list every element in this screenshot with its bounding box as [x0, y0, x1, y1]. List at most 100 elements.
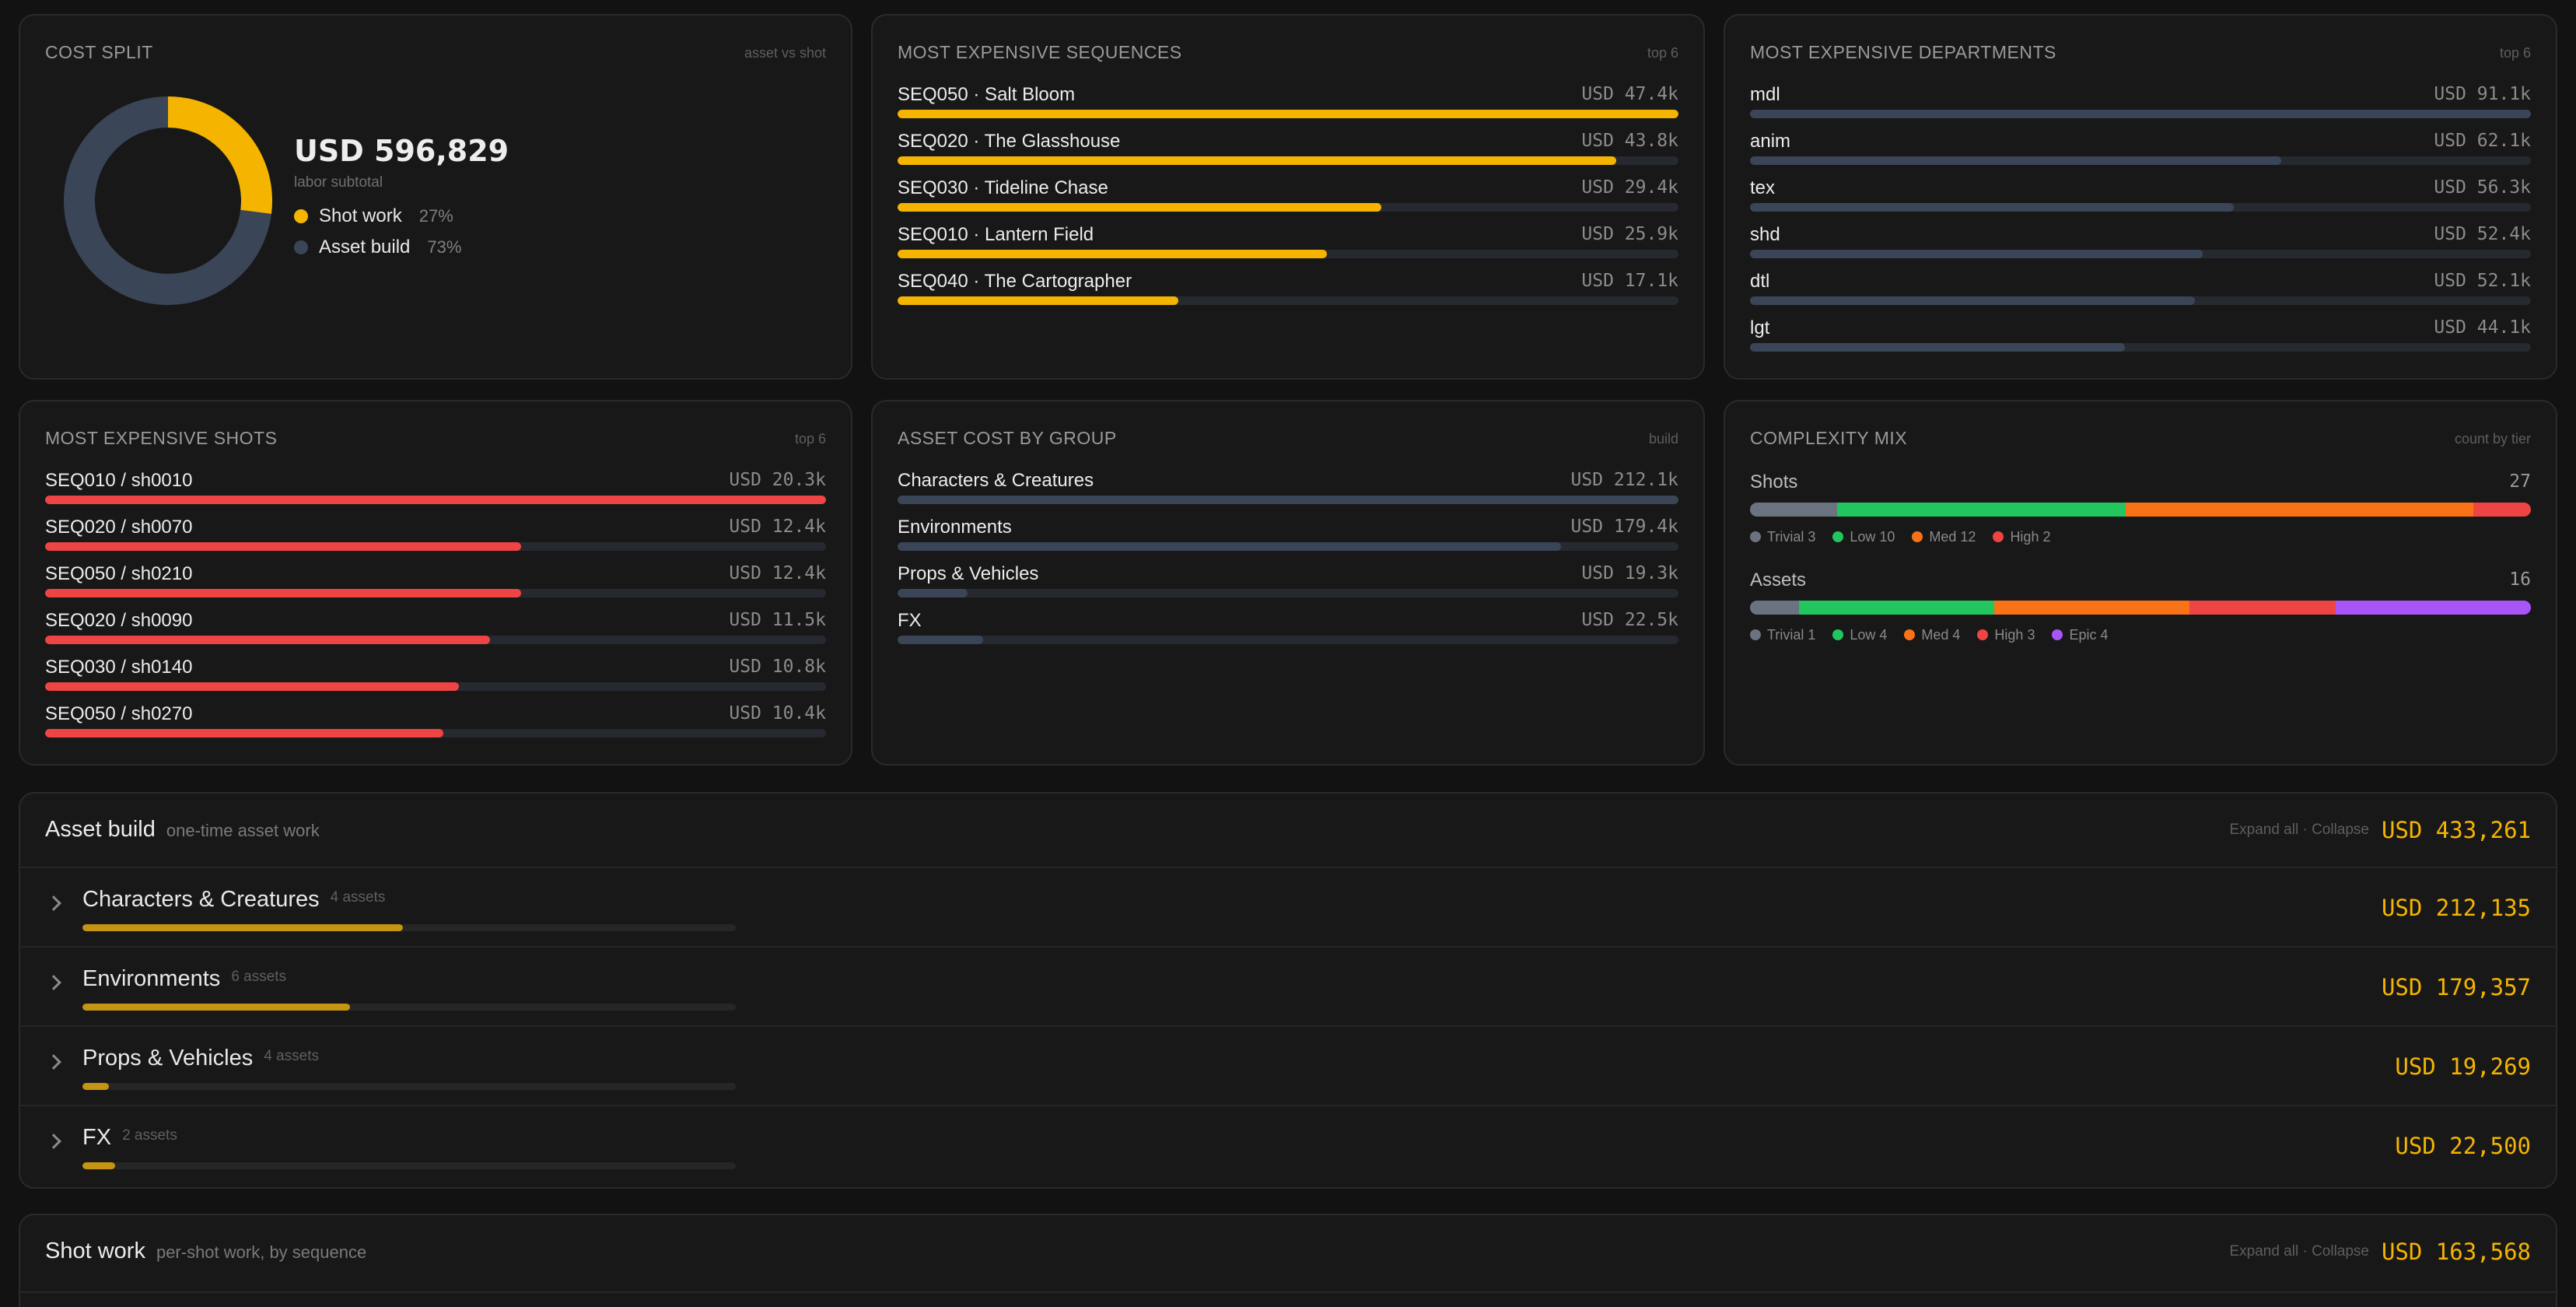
- mix-legend-item: High 3: [1977, 627, 2035, 643]
- card-meta: top 6: [794, 431, 826, 447]
- bar-row: FX USD 22.5k: [898, 610, 1678, 657]
- shots-mix-bar: [1750, 503, 2531, 517]
- row-value: USD 25.9k: [1581, 224, 1678, 244]
- legend-label: Asset build: [319, 237, 411, 258]
- bar-row: SEQ010 · Lantern Field USD 25.9k: [898, 224, 1678, 271]
- group-bar-track: [82, 924, 736, 931]
- chevron-right-icon[interactable]: [46, 1054, 61, 1070]
- bar-row: Environments USD 179.4k: [898, 517, 1678, 563]
- shots-mix-label: Shots: [1750, 471, 1798, 492]
- legend-label: Med 4: [1921, 627, 1961, 643]
- bar-fill: [1750, 250, 2203, 258]
- section-total: USD 433,261: [2381, 817, 2531, 843]
- legend-dot: [1750, 531, 1761, 542]
- row-label: SEQ020 · The Glasshouse: [898, 131, 1121, 152]
- asset-group-row[interactable]: Characters & Creatures 4 assets USD 212,13…: [20, 867, 2556, 946]
- bar-track: [898, 636, 1678, 644]
- legend-shot-work: Shot work 27%: [294, 205, 453, 227]
- legend-label: Trivial 1: [1767, 627, 1816, 643]
- legend-label: Shot work: [319, 205, 402, 226]
- bar-fill: [1750, 156, 2281, 165]
- asset-group-row[interactable]: FX 2 assets USD 22,500: [20, 1105, 2556, 1184]
- card-title: ASSET COST BY GROUP: [898, 428, 1117, 448]
- row-label: SEQ030 · Tideline Chase: [898, 177, 1108, 198]
- mix-segment: [2189, 601, 2336, 615]
- row-label: Environments: [898, 517, 1012, 538]
- bar-row: SEQ030 · Tideline Chase USD 29.4k: [898, 177, 1678, 224]
- bar-fill: [45, 729, 444, 738]
- expand-collapse-links[interactable]: Expand all · Collapse: [2229, 1243, 2369, 1260]
- row-value: USD 12.4k: [729, 517, 826, 537]
- row-value: USD 11.5k: [729, 610, 826, 630]
- group-name-text: FX: [82, 1125, 112, 1150]
- mix-segment: [1750, 601, 1799, 615]
- bar-row: SEQ050 / sh0210 USD 12.4k: [45, 563, 826, 610]
- row-value: USD 179.4k: [1570, 517, 1678, 537]
- bar-fill: [898, 496, 1678, 504]
- chevron-right-icon[interactable]: [46, 1134, 61, 1149]
- legend-label: Epic 4: [2069, 627, 2109, 643]
- row-value: USD 47.4k: [1581, 84, 1678, 104]
- bar-track: [45, 496, 826, 504]
- labor-total-caption: labor subtotal: [294, 174, 383, 191]
- card-meta: asset vs shot: [744, 45, 826, 61]
- group-asset-count: 2 assets: [122, 1127, 177, 1144]
- group-total: USD 179,357: [2381, 974, 2531, 1000]
- assets-mix-bar: [1750, 601, 2531, 615]
- row-label: SEQ050 · Salt Bloom: [898, 84, 1076, 105]
- asset-build-section: Asset build one-time asset work Expand al…: [19, 792, 2557, 1189]
- row-value: USD 20.3k: [729, 470, 826, 490]
- shots-mix-count: 27: [2509, 471, 2531, 492]
- asset-groups-card: ASSET COST BY GROUP build Characters & C…: [871, 400, 1705, 766]
- group-bar-fill: [82, 924, 403, 931]
- group-name-text: Environments: [82, 966, 221, 991]
- legend-dot: [1832, 531, 1844, 542]
- legend-asset-build: Asset build 73%: [294, 237, 461, 258]
- group-name: FX 2 assets: [82, 1125, 177, 1151]
- bar-fill: [45, 636, 491, 644]
- bar-row: SEQ020 · The Glasshouse USD 43.8k: [898, 131, 1678, 177]
- chevron-right-icon[interactable]: [46, 975, 61, 990]
- mix-segment: [1836, 503, 2126, 517]
- chevron-right-icon[interactable]: [46, 895, 61, 911]
- mix-legend-item: Med 4: [1904, 627, 1960, 643]
- mix-legend-item: Low 4: [1832, 627, 1887, 643]
- bar-track: [1750, 110, 2531, 118]
- bar-track: [898, 110, 1678, 118]
- row-value: USD 52.4k: [2434, 224, 2531, 244]
- assets-mix-count: 16: [2509, 569, 2531, 590]
- group-bar-fill: [82, 1083, 109, 1090]
- shots-mix-legend: Trivial 3 Low 10 Med 12 High 2: [1750, 529, 2050, 545]
- legend-dot: [1912, 531, 1923, 542]
- row-value: USD 10.8k: [729, 657, 826, 677]
- mix-legend-item: Epic 4: [2052, 627, 2108, 643]
- bar-track: [1750, 343, 2531, 352]
- bar-track: [45, 589, 826, 597]
- row-label: Characters & Creatures: [898, 470, 1094, 491]
- legend-label: Trivial 3: [1767, 529, 1816, 545]
- bar-row: SEQ040 · The Cartographer USD 17.1k: [898, 271, 1678, 317]
- legend-label: High 3: [1994, 627, 2035, 643]
- shot-work-section: Shot work per-shot work, by sequence Expa…: [19, 1214, 2557, 1307]
- expand-collapse-links[interactable]: Expand all · Collapse: [2229, 822, 2369, 838]
- card-title: COST SPLIT: [45, 42, 153, 62]
- row-value: USD 56.3k: [2434, 177, 2531, 198]
- legend-dot: [2052, 629, 2063, 640]
- bar-fill: [1750, 343, 2125, 352]
- row-value: USD 43.8k: [1581, 131, 1678, 151]
- legend-label: Low 4: [1850, 627, 1888, 643]
- legend-label: Low 10: [1850, 529, 1895, 545]
- bar-track: [898, 250, 1678, 258]
- row-value: USD 29.4k: [1581, 177, 1678, 198]
- group-bar-fill: [82, 1004, 351, 1011]
- asset-group-row[interactable]: Environments 6 assets USD 179,357: [20, 946, 2556, 1025]
- legend-pct: 27%: [418, 206, 453, 226]
- mix-segment: [1993, 601, 2189, 615]
- mix-segment: [2336, 601, 2531, 615]
- bar-track: [45, 729, 826, 738]
- section-total: USD 163,568: [2381, 1239, 2531, 1265]
- mix-segment: [1798, 601, 1994, 615]
- row-label: dtl: [1750, 271, 1770, 292]
- bar-fill: [45, 542, 522, 551]
- asset-group-row[interactable]: Props & Vehicles 4 assets USD 19,269: [20, 1025, 2556, 1105]
